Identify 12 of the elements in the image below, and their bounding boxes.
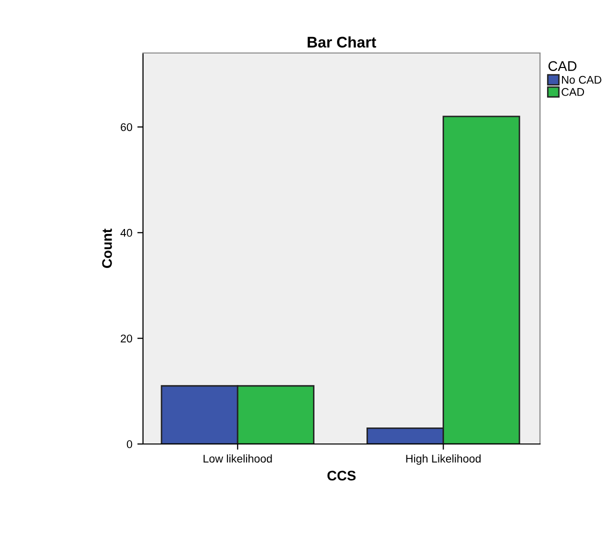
legend-label: CAD bbox=[562, 88, 584, 96]
y-tick-label: 0 bbox=[126, 440, 132, 448]
legend-label: No CAD bbox=[562, 76, 602, 84]
y-tick-label: 20 bbox=[120, 334, 132, 342]
x-axis-title: CCS bbox=[327, 470, 356, 481]
legend-title: CAD bbox=[548, 61, 576, 71]
y-tick-label: 40 bbox=[120, 228, 132, 237]
x-tick-label: Low likelihood bbox=[204, 454, 272, 463]
y-tick-label: 60 bbox=[120, 123, 132, 132]
chart-title: Bar Chart bbox=[308, 36, 376, 48]
y-axis-title: Count bbox=[102, 228, 112, 268]
x-tick-label: High Likelihood bbox=[406, 454, 481, 465]
